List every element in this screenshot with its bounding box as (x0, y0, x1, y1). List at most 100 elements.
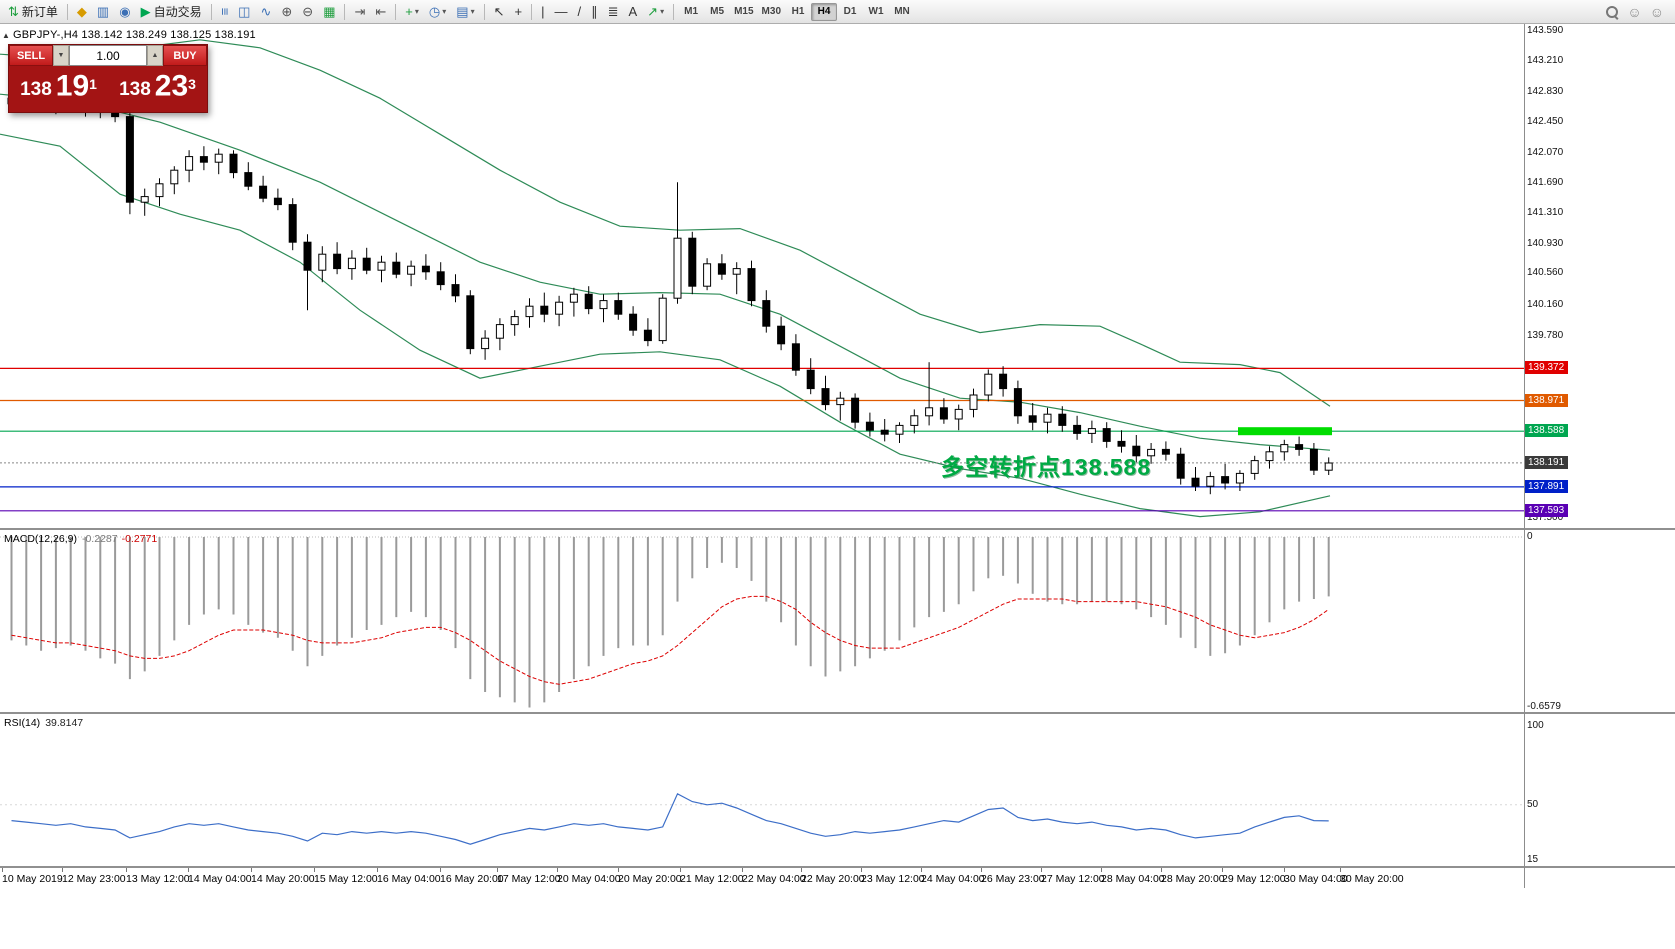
rsi-panel: RSI(14) 39.8147 100 50 15 (0, 714, 1675, 868)
arrows-icon[interactable]: ↗ ▾ (647, 4, 665, 19)
time-axis-tick (497, 868, 498, 872)
trade-panel-controls: SELL ▼ ▲ BUY (9, 45, 207, 66)
rsi-chart[interactable] (0, 714, 1524, 866)
chart-shift-icon[interactable]: ⇤ (375, 4, 387, 19)
timeframe-m15[interactable]: M15 (734, 6, 754, 17)
rsi-scale-label: 15 (1527, 854, 1539, 865)
bollinger-bands (0, 39, 1331, 518)
macd-axis: 0 -0.6579 (1525, 530, 1673, 712)
oneclick-collapse-icon[interactable]: ▲ (2, 31, 10, 40)
trendline-icon[interactable]: / (577, 4, 582, 19)
timeframe-h1[interactable]: H1 (791, 6, 805, 17)
highlighted-level-segment[interactable] (1238, 427, 1332, 436)
candle (569, 293, 578, 303)
add-indicator-icon[interactable]: + ▾ (405, 4, 419, 19)
dropdown-caret-icon: ▾ (470, 7, 475, 16)
price-axis[interactable]: 143.590 143.210 142.830 142.450 142.070 141.6… (1525, 24, 1673, 528)
tile-windows-icon[interactable]: ▦ (323, 4, 336, 19)
candle (1028, 415, 1037, 423)
candle (214, 153, 223, 163)
timeframe-w1[interactable]: W1 (868, 6, 884, 17)
volume-increase-button[interactable]: ▲ (147, 45, 163, 66)
time-axis-label: 29 May 12:00 (1222, 873, 1286, 885)
bar-chart-icon[interactable]: ≡ (216, 7, 232, 16)
time-axis-label: 30 May 04:00 (1284, 873, 1348, 885)
line-chart-icon[interactable]: ∿ (260, 4, 272, 19)
time-axis-label: 20 May 20:00 (618, 873, 682, 885)
candle (791, 343, 800, 371)
candle (347, 257, 356, 270)
sell-price[interactable]: 138 191 (9, 67, 108, 108)
time-axis-label: 15 May 12:00 (314, 873, 378, 885)
text-label-icon[interactable]: A (628, 4, 638, 19)
price-scale-label: 143.210 (1527, 55, 1564, 66)
time-axis-label: 17 May 12:00 (497, 873, 561, 885)
candle (880, 429, 889, 435)
candle (1117, 440, 1126, 447)
terminal-icon[interactable]: ◉ (119, 4, 131, 19)
cursor-icon[interactable]: ↖ (493, 4, 505, 19)
crosshair-icon[interactable]: + (514, 4, 523, 19)
candle (1324, 462, 1333, 471)
fibonacci-icon[interactable]: ≣ (607, 4, 619, 19)
buy-price[interactable]: 138 233 (108, 67, 207, 108)
candlestick-chart[interactable] (0, 24, 1524, 528)
timeframe-h4[interactable]: H4 (811, 2, 837, 21)
chart-area[interactable]: ▲ GBPJPY-,H4 138.142 138.249 138.125 138… (0, 24, 1675, 530)
macd-value-main: -0.2287 (81, 533, 118, 545)
time-axis-label: 21 May 12:00 (680, 873, 744, 885)
horizontal-line-icon[interactable]: — (554, 4, 568, 19)
chart-annotation-text[interactable]: 多空转折点138.588 (941, 454, 1152, 480)
candle (1161, 448, 1170, 455)
search-icon[interactable] (1605, 5, 1619, 19)
horizontal-level-lines[interactable] (0, 367, 1524, 512)
volume-decrease-button[interactable]: ▼ (53, 45, 69, 66)
time-axis[interactable]: 10 May 2019 12 May 23:00 13 May 12:00 14 Ma… (0, 868, 1675, 888)
candle (717, 263, 726, 275)
vertical-line-icon[interactable]: | (541, 4, 545, 19)
price-axis-separator (1524, 24, 1525, 888)
toolbar-separator (673, 3, 675, 20)
timeframe-m30[interactable]: M30 (761, 6, 781, 17)
buy-button[interactable]: BUY (163, 45, 207, 66)
zoom-out-icon[interactable]: ⊖ (302, 4, 314, 19)
time-axis-label: 28 May 04:00 (1101, 873, 1165, 885)
time-axis-label: 12 May 23:00 (62, 873, 126, 885)
periods-icon[interactable]: ◷ ▾ (428, 4, 447, 19)
auto-trading-button[interactable]: ▶ 自动交易 (140, 4, 202, 19)
sell-price-big: 19 (55, 69, 90, 103)
data-window-icon[interactable]: ▥ (96, 4, 110, 19)
timeframe-m1[interactable]: M1 (684, 6, 699, 17)
market-watch-icon[interactable]: ◆ (76, 4, 87, 19)
macd-chart[interactable] (0, 530, 1524, 712)
time-axis-label: 27 May 12:00 (1041, 873, 1105, 885)
new-order-button[interactable]: ⇅ 新订单 (8, 4, 58, 19)
templates-icon[interactable]: ▤ ▾ (456, 4, 475, 19)
volume-input[interactable] (70, 46, 146, 65)
candle (1102, 428, 1111, 442)
price-scale-label: 141.310 (1527, 207, 1564, 218)
candle (777, 325, 786, 345)
time-axis-label: 16 May 04:00 (377, 873, 441, 885)
smiley-icon[interactable]: ☺ (1627, 3, 1642, 20)
time-axis-label: 16 May 20:00 (440, 873, 504, 885)
rsi-label: RSI(14) 39.8147 (4, 717, 83, 729)
sell-button[interactable]: SELL (9, 45, 53, 66)
time-axis-tick (742, 868, 743, 872)
candlestick-chart-icon[interactable]: ◫ (238, 4, 251, 19)
toolbar-separator (344, 3, 346, 20)
candle (1191, 477, 1200, 487)
candle (1235, 472, 1244, 484)
candle (629, 313, 638, 331)
candle (140, 196, 149, 203)
candle (806, 369, 815, 390)
candle (703, 263, 712, 287)
zoom-in-icon[interactable]: ⊕ (281, 4, 293, 19)
timeframe-d1[interactable]: D1 (843, 6, 857, 17)
channel-icon[interactable]: ∥ (591, 4, 598, 19)
time-axis-label: 13 May 12:00 (126, 873, 190, 885)
auto-scroll-icon[interactable]: ⇥ (354, 4, 366, 19)
smiley2-icon[interactable]: ☺ (1649, 3, 1664, 20)
timeframe-m5[interactable]: M5 (710, 6, 725, 17)
timeframe-mn[interactable]: MN (894, 6, 910, 17)
